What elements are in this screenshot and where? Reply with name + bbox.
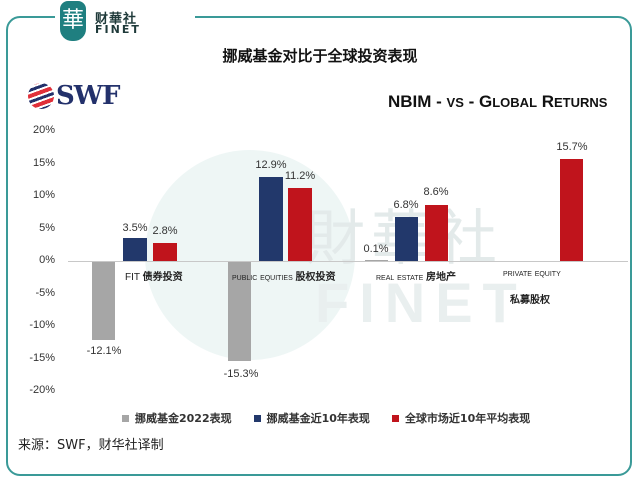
bar-re-2022 <box>365 260 388 261</box>
chart-subtitle: NBIM - VS - GLOBAL RETURNS <box>388 92 608 111</box>
legend-item-2022: 挪威基金2022表现 <box>122 410 232 426</box>
legend-swatch-red <box>391 414 399 422</box>
finet-logo-mark: 華 <box>60 1 86 41</box>
finet-logo: 華 财華社 FINET <box>55 0 195 46</box>
category-label-public-equities: Public Equities 股权投资 <box>232 272 336 283</box>
legend-item-global10y: 全球市场近10年平均表现 <box>391 410 530 426</box>
finet-logo-en: FINET <box>95 23 141 36</box>
value-label: -12.1% <box>86 345 122 357</box>
y-tick: 5% <box>39 222 55 234</box>
swf-logo-text: SWF <box>56 81 120 111</box>
y-tick: 10% <box>32 189 55 201</box>
value-label: 0.1% <box>363 243 389 255</box>
value-label: -15.3% <box>223 368 259 380</box>
category-label-private-equity-cn: 私募股权 <box>510 295 550 306</box>
value-label: 12.9% <box>255 159 287 171</box>
value-label: 11.2% <box>284 170 316 182</box>
category-label-real-estate: Real Estate 房地产 <box>376 272 457 283</box>
swf-logo: SWF <box>28 81 120 111</box>
finet-logo-cn: 财華社 <box>95 12 138 27</box>
bar-priv-global10y <box>560 159 583 261</box>
bar-re-global10y <box>425 205 448 261</box>
bar-re-nbim10y <box>395 217 418 261</box>
bar-pe-global10y <box>288 188 312 261</box>
chart-legend: 挪威基金2022表现 挪威基金近10年表现 全球市场近10年平均表现 <box>122 410 530 426</box>
y-tick: 0% <box>39 254 55 266</box>
category-label-fit: FIT 债券投资 <box>125 272 183 283</box>
y-tick: -15% <box>29 352 55 364</box>
bar-fit-global10y <box>153 243 177 261</box>
legend-swatch-grey <box>122 414 129 422</box>
bar-pe-nbim10y <box>259 177 283 261</box>
bar-fit-nbim10y <box>123 238 147 261</box>
y-tick: -20% <box>29 384 55 396</box>
legend-swatch-navy <box>253 414 261 422</box>
y-tick: 20% <box>32 124 55 136</box>
value-label: 3.5% <box>122 222 148 234</box>
value-label: 2.8% <box>152 225 178 237</box>
swf-globe-icon <box>28 83 54 109</box>
bar-fit-2022 <box>92 262 115 340</box>
value-label: 6.8% <box>393 199 419 211</box>
y-tick: -10% <box>29 319 55 331</box>
legend-item-nbim10y: 挪威基金近10年表现 <box>253 410 370 426</box>
value-label: 15.7% <box>556 141 588 153</box>
value-label: 8.6% <box>423 186 449 198</box>
category-label-private-equity: Private Equity <box>503 268 561 279</box>
bar-pe-2022 <box>228 262 251 361</box>
chart-title: 挪威基金对比于全球投资表现 <box>222 47 418 65</box>
y-tick: 15% <box>32 157 55 169</box>
source-note: 来源：SWF，财华社译制 <box>18 438 164 453</box>
watermark-en: FINET <box>315 271 527 334</box>
zero-axis-line <box>68 261 628 262</box>
y-tick: -5% <box>35 287 55 299</box>
